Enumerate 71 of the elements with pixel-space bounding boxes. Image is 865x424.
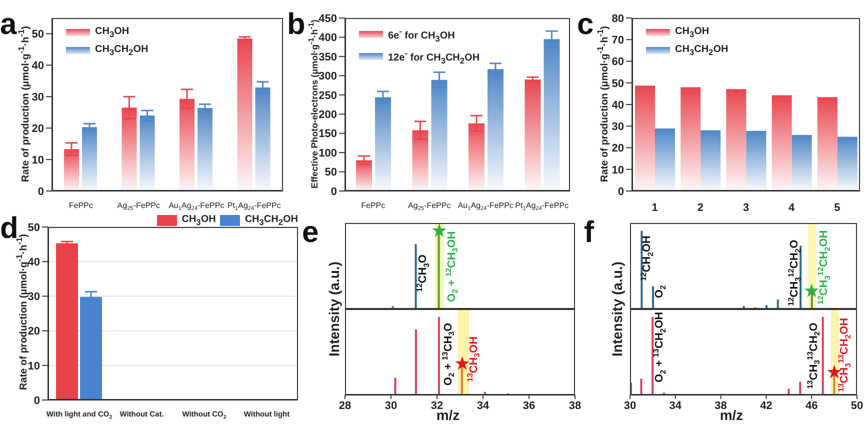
x-tick-label: Pt$_{1}$Ag$_{24}$-FePPc [227,201,281,212]
x-tick-label: 1 [652,202,658,214]
x-tick-label: Ag$_{25}$-FePPc [408,201,451,212]
legend-label: 6e$^{-}$ for CH$_{3}$OH [388,26,455,44]
x-tick-label: 3 [742,202,750,214]
y-tick-label: 10 [612,164,624,176]
x-tick-label: 28 [338,400,352,412]
y-tick-label: 50 [32,28,44,41]
x-tick-label: 34 [669,400,682,412]
legend-label: CH$_{3}$CH$_{2}$OH [244,214,298,227]
chart-title: f [584,216,594,249]
y-tick-label: 400 [318,32,337,44]
x-tick-label: Au$_{1}$Ag$_{24}$-FePPc [458,201,514,212]
y-tick-label: 40 [612,99,624,112]
x-tick-label: 50 [850,400,864,412]
x-tick-label: 38 [568,400,582,412]
y-tick-label: 300 [318,70,337,83]
y-tick-label: 50 [28,222,40,234]
x-tick-label: 36 [522,400,536,412]
x-tick-label: 46 [805,400,818,412]
y-tick-label: 30 [28,291,40,304]
y-tick-label: 0 [38,186,44,198]
x-tick-label: 5 [834,202,840,214]
x-tick-label: 38 [714,400,727,412]
y-tick-label: 30 [612,121,624,134]
y-tick-label: 10 [28,360,40,372]
x-tick-label: 30 [384,400,398,412]
y-tick-label: 450 [318,12,337,25]
legend-label: CH$_{3}$OH [675,26,710,39]
chart-title: b [287,8,306,41]
y-tick-label: 250 [318,90,337,102]
x-tick-label: Ag$_{25}$-FePPc [117,201,160,212]
legend-label: CH$_{3}$OH [95,26,130,39]
y-tick-label: 150 [318,128,337,140]
y-tick-label: 20 [28,326,40,338]
y-tick-label: 20 [612,142,624,155]
y-axis-title: Intensity (a.u.) [326,262,342,356]
x-tick-label: 4 [788,202,796,214]
legend-label: CH$_{3}$CH$_{2}$OH [675,44,728,57]
x-tick-label: FePPc [68,201,93,210]
x-tick-label: 30 [624,400,636,412]
chart-title: e [302,216,319,249]
x-tick-label: Au$_{1}$Ag$_{24}$-FePPc [168,201,224,212]
y-tick-label: 0 [618,186,624,198]
y-tick-label: 0 [34,394,40,407]
legend-label: 12e$^{-}$ for CH$_{3}$CH$_{2}$OH [388,48,480,66]
y-axis-title: Intensity (a.u.) [609,262,625,356]
x-tick-label: Pt$_{1}$Ag$_{24}$-FePPc [515,201,569,212]
y-tick-label: 50 [612,78,624,90]
x-tick-label: 2 [697,202,704,214]
y-tick-label: 50 [324,166,337,179]
y-tick-label: 100 [318,147,337,160]
x-tick-label: 34 [476,400,490,412]
y-tick-label: 40 [32,60,44,72]
x-tick-label: 42 [760,400,772,412]
chart-title: c [577,8,594,41]
legend-label: CH$_{3}$CH$_{2}$OH [95,44,148,57]
y-tick-label: 40 [28,256,40,269]
x-tick-label: FePPc [361,201,386,210]
y-tick-label: 0 [330,186,337,198]
y-tick-label: 10 [32,154,44,166]
x-tick-label: 32 [430,400,444,412]
y-tick-label: 80 [612,12,624,25]
y-tick-label: 70 [612,34,624,47]
legend-label: CH$_{3}$OH [182,214,216,227]
y-tick-label: 30 [32,92,44,104]
chart-title: a [0,8,17,41]
y-tick-label: 200 [318,109,337,122]
y-tick-label: 20 [32,122,44,135]
y-tick-label: 350 [318,51,337,64]
y-tick-label: 60 [612,56,624,68]
